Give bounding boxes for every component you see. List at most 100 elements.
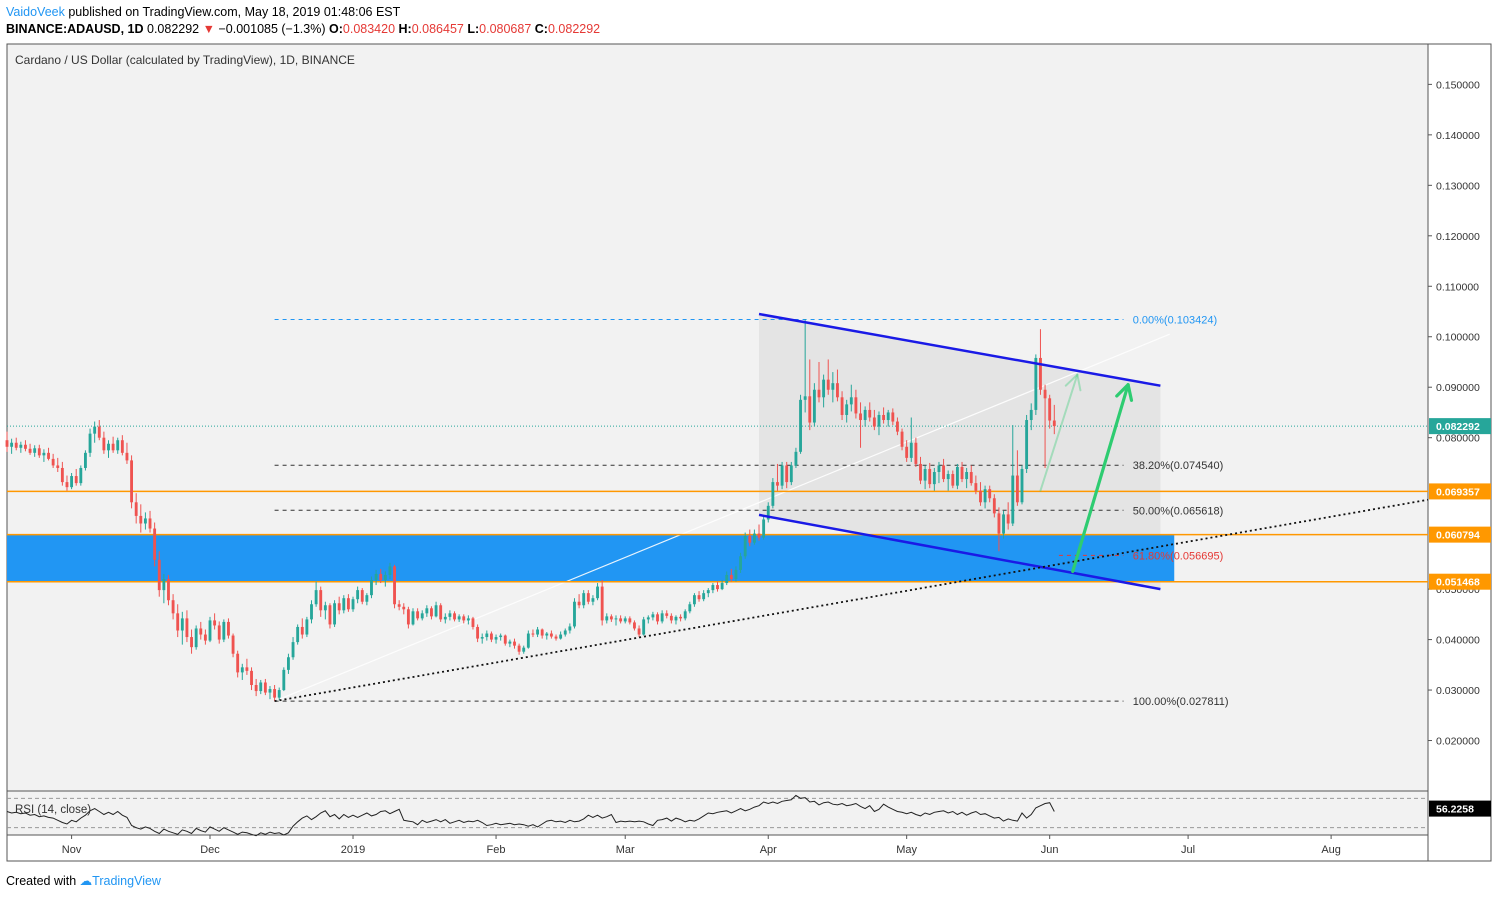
level-price-label-bg xyxy=(1429,573,1491,590)
candle-body xyxy=(794,451,798,466)
candle-body xyxy=(1052,420,1056,427)
created-with-text: Created with xyxy=(6,874,77,888)
tradingview-link[interactable]: TradingView xyxy=(92,874,161,888)
candle-body xyxy=(388,566,392,575)
candle-body xyxy=(914,442,918,464)
candle-body xyxy=(434,605,438,617)
candle-body xyxy=(337,603,341,611)
candle-body xyxy=(51,458,55,466)
candle-body xyxy=(669,615,673,621)
candle-body xyxy=(374,573,378,581)
candle-body xyxy=(14,442,18,448)
candle-body xyxy=(208,620,212,641)
price-change: −0.001085 (−1.3%) xyxy=(218,22,326,36)
candle-body xyxy=(1020,468,1024,503)
candle-body xyxy=(37,448,41,456)
candle-body xyxy=(176,613,180,631)
candle-body xyxy=(93,426,97,434)
candle-body xyxy=(1011,475,1015,524)
candle-body xyxy=(300,626,304,635)
price-axis[interactable] xyxy=(1427,43,1492,862)
candle-body xyxy=(628,618,632,623)
candle-body xyxy=(342,598,346,611)
candle-body xyxy=(130,460,133,503)
candle-body xyxy=(536,629,539,635)
price-tick-label: 0.090000 xyxy=(1436,382,1480,394)
candle-body xyxy=(946,474,950,480)
candle-body xyxy=(932,472,936,485)
candle-body xyxy=(573,601,576,627)
candle-body xyxy=(277,690,281,698)
candle-body xyxy=(319,590,323,611)
candle-body xyxy=(116,440,120,451)
time-axis[interactable] xyxy=(6,834,1429,862)
candle-body xyxy=(693,595,696,605)
main-pane[interactable] xyxy=(6,43,1429,792)
candle-body xyxy=(799,399,802,452)
candle-body xyxy=(448,613,452,617)
time-tick-label: Jul xyxy=(1181,844,1195,856)
candle-body xyxy=(674,616,678,621)
candle-body xyxy=(56,465,60,468)
fib-level-label: 100.00%(0.027811) xyxy=(1133,696,1229,708)
candle-body xyxy=(637,628,641,635)
candle-body xyxy=(24,444,27,449)
candle-body xyxy=(333,603,336,625)
candle-body xyxy=(1043,389,1047,399)
candle-body xyxy=(600,586,604,621)
candle-body xyxy=(969,472,973,484)
candle-body xyxy=(849,397,853,405)
candle-body xyxy=(803,396,807,400)
symbol-label: BINANCE:ADAUSD, 1D xyxy=(6,22,144,36)
faint-guide-line xyxy=(274,333,1170,702)
rsi-label: RSI (14, close) xyxy=(15,804,91,816)
close-value: 0.082292 xyxy=(547,22,601,36)
candle-body xyxy=(430,608,433,617)
candle-body xyxy=(305,619,309,635)
candle-body xyxy=(752,533,756,543)
candle-body xyxy=(586,593,590,602)
candle-body xyxy=(863,409,867,421)
rsi-pane[interactable] xyxy=(6,790,1429,836)
candle-body xyxy=(365,595,369,602)
candle-body xyxy=(153,528,157,560)
candle-body xyxy=(65,482,69,488)
rsi-value-bg xyxy=(1429,800,1491,817)
candle-body xyxy=(499,635,503,638)
candle-body xyxy=(605,616,609,621)
candle-body xyxy=(19,444,23,448)
candle-body xyxy=(1025,420,1029,469)
time-tick-label: Dec xyxy=(200,844,220,856)
channel-lower-line xyxy=(758,513,1161,591)
candle-body xyxy=(896,421,899,432)
candle-body xyxy=(633,622,636,629)
candle-body xyxy=(143,518,147,524)
current-price-label-bg xyxy=(1429,418,1491,435)
open-value: 0.083420 xyxy=(342,22,396,36)
candle-body xyxy=(1006,514,1010,524)
candle-body xyxy=(203,634,207,641)
candle-body xyxy=(139,515,143,524)
time-tick-label: Mar xyxy=(616,844,635,856)
time-tick-label: Feb xyxy=(487,844,506,856)
candle-body xyxy=(379,573,383,581)
chart-title: Cardano / US Dollar (calculated by Tradi… xyxy=(15,53,355,67)
candle-body xyxy=(167,579,170,601)
candle-body xyxy=(222,621,226,640)
candle-body xyxy=(739,556,742,570)
candle-body xyxy=(88,433,92,453)
candle-body xyxy=(213,620,217,626)
candle-body xyxy=(679,616,683,619)
candle-body xyxy=(877,414,881,427)
author-link[interactable]: VaidoVeek xyxy=(6,5,65,19)
candle-body xyxy=(808,396,812,423)
candle-body xyxy=(393,566,396,605)
candle-body xyxy=(706,590,710,594)
candle-body xyxy=(84,452,87,468)
candle-body xyxy=(563,630,567,635)
candle-body xyxy=(960,466,964,480)
candle-body xyxy=(951,474,955,486)
candle-body xyxy=(582,593,586,606)
candle-body xyxy=(549,633,553,637)
